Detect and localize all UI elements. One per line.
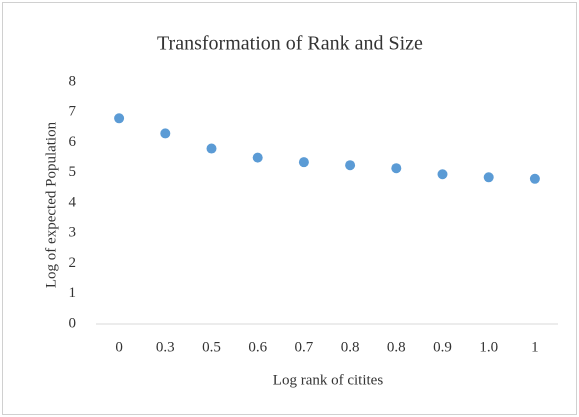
point — [437, 169, 448, 180]
point — [114, 113, 125, 124]
point — [206, 143, 217, 154]
point — [345, 160, 356, 171]
point — [160, 128, 171, 139]
y-tick-label: 5 — [69, 164, 77, 180]
y-tick-label: 0 — [69, 315, 77, 331]
x-tick-label: 0.8 — [341, 339, 360, 355]
x-tick-label: 1.0 — [479, 339, 498, 355]
x-tick-label: 1 — [531, 339, 539, 355]
y-tick-label: 4 — [69, 194, 77, 210]
y-tick-label: 6 — [69, 134, 77, 150]
x-tick-label: 0.3 — [156, 339, 175, 355]
point — [483, 172, 494, 183]
point — [252, 152, 263, 163]
x-axis-title: Log rank of citites — [273, 372, 384, 388]
y-tick-label: 3 — [69, 225, 77, 241]
x-tick-label: 0.9 — [433, 339, 452, 355]
point — [298, 157, 309, 168]
point — [529, 173, 540, 184]
y-axis-title: Log of expected Population — [43, 121, 59, 288]
y-tick-label: 7 — [69, 104, 77, 120]
y-tick-label: 2 — [69, 255, 77, 271]
y-tick-label: 8 — [69, 73, 77, 89]
chart-title: Transformation of Rank and Size — [157, 33, 423, 55]
x-tick-label: 0.7 — [295, 339, 314, 355]
x-tick-label: 0 — [115, 339, 123, 355]
x-tick-label: 0.5 — [202, 339, 221, 355]
point — [391, 163, 402, 174]
x-tick-label: 0.8 — [387, 339, 406, 355]
y-tick-label: 1 — [69, 285, 77, 301]
x-tick-label: 0.6 — [248, 339, 267, 355]
